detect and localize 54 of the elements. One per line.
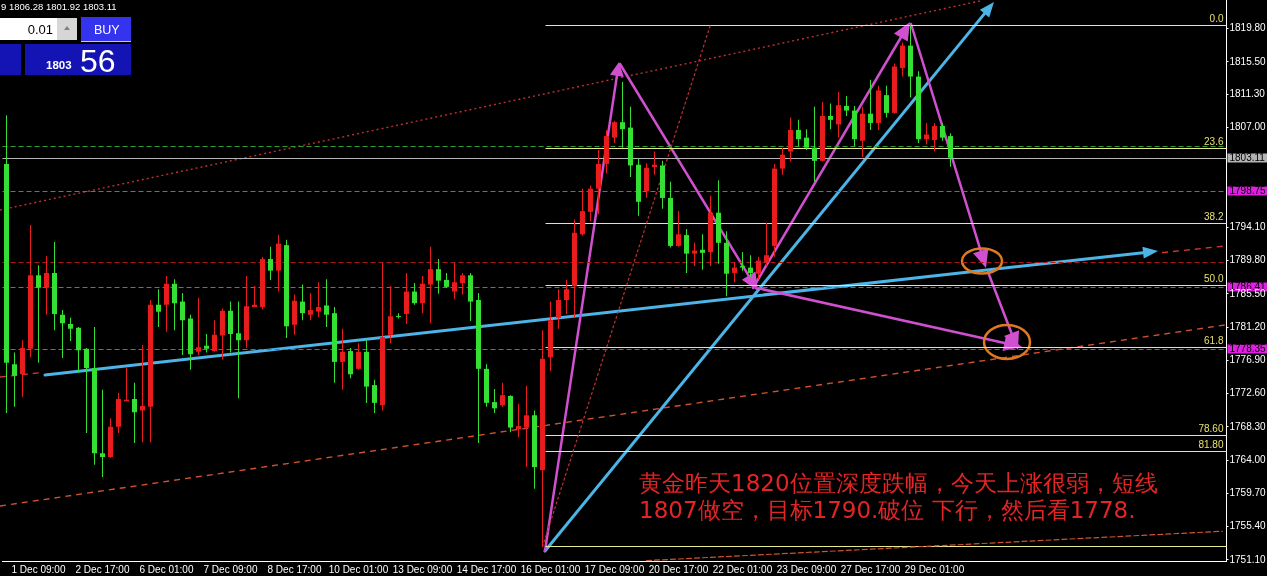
x-tick-label: 10 Dec 01:00 [328, 564, 389, 576]
candlestick [196, 297, 201, 355]
ref-line-label: 1778.35 [1229, 343, 1267, 355]
x-tick-label: 23 Dec 09:00 [776, 564, 837, 576]
x-tick-label: 16 Dec 01:00 [520, 564, 581, 576]
candlestick [700, 234, 705, 270]
y-tick-label: 1811.30 [1229, 88, 1266, 100]
x-tick-label: 20 Dec 17:00 [648, 564, 709, 576]
y-tick-label: 1815.50 [1229, 55, 1267, 67]
y-tick-label: 1819.80 [1229, 22, 1267, 34]
annotation: 9 1806.28 1801.92 1803.11 [1, 1, 117, 12]
annotation: 61.8 [1204, 335, 1224, 347]
annotation: BUY [94, 23, 120, 37]
candlestick [516, 403, 521, 437]
x-tick-label: 2 Dec 17:00 [75, 564, 130, 576]
candlestick [100, 389, 105, 478]
x-tick-label: 1 Dec 09:00 [11, 564, 66, 576]
candlestick [396, 313, 401, 319]
x-tick-label: 22 Dec 01:00 [712, 564, 773, 576]
x-tick-label: 29 Dec 01:00 [904, 564, 965, 576]
y-tick-label: 1751.10 [1229, 553, 1267, 565]
annotation: 81.80 [1198, 439, 1224, 451]
candlestick [140, 344, 145, 443]
price-button: 1803 56 [25, 44, 131, 75]
x-tick-label: 17 Dec 09:00 [584, 564, 645, 576]
annotation: 23.6 [1204, 136, 1224, 148]
annotation: 50.0 [1204, 273, 1224, 285]
annotation: 0.01 [27, 22, 53, 37]
annotation: 1803 [46, 59, 72, 72]
y-tick-label: 1768.30 [1229, 420, 1267, 432]
ref-line-label: 1798.75 [1229, 185, 1267, 197]
x-tick-label: 27 Dec 17:00 [840, 564, 901, 576]
x-tick-label: 7 Dec 09:00 [203, 564, 258, 576]
candlestick [236, 301, 241, 399]
annotation: 38.2 [1204, 211, 1224, 223]
annotation: 黄金昨天1820位置深度跌幅，今天上涨很弱，短线 1807做空，目标1790.破位 下行，然后看1778. [639, 470, 1158, 524]
x-tick-label: 8 Dec 17:00 [267, 564, 322, 576]
y-tick-label: 1781.20 [1229, 320, 1267, 332]
y-tick-label: 1807.00 [1229, 121, 1267, 133]
x-tick-label: 13 Dec 09:00 [392, 564, 453, 576]
annotation: 0.0 [1209, 13, 1224, 25]
x-tick-label: 14 Dec 17:00 [456, 564, 517, 576]
buy-button: BUY [81, 17, 131, 42]
y-tick-label: 1776.90 [1229, 354, 1267, 366]
number-field: 0.01 [0, 18, 57, 40]
y-tick-label: 1764.00 [1229, 453, 1267, 465]
ref-line-label: 1803.11 [1229, 152, 1266, 164]
annotation: 78.60 [1198, 423, 1224, 435]
y-tick-label: 1755.40 [1229, 520, 1267, 532]
y-tick-label: 1789.80 [1229, 254, 1267, 266]
y-tick-label: 1772.60 [1229, 387, 1267, 399]
x-tick-label: 6 Dec 01:00 [139, 564, 194, 576]
y-tick-label: 1794.10 [1229, 221, 1267, 233]
y-tick-label: 1759.70 [1229, 487, 1267, 499]
